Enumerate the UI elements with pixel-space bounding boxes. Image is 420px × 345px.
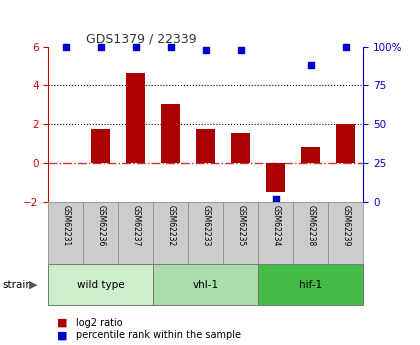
Bar: [223, 202, 258, 264]
Text: percentile rank within the sample: percentile rank within the sample: [76, 331, 241, 340]
Text: vhl-1: vhl-1: [193, 280, 219, 289]
Bar: [153, 202, 188, 264]
Text: ▶: ▶: [29, 280, 37, 289]
Text: log2 ratio: log2 ratio: [76, 318, 122, 327]
Point: [237, 47, 244, 52]
Text: GSM62239: GSM62239: [341, 205, 350, 246]
Bar: [48, 264, 153, 305]
Bar: [153, 264, 258, 305]
Bar: [48, 202, 83, 264]
Bar: [118, 202, 153, 264]
Text: GDS1379 / 22339: GDS1379 / 22339: [86, 32, 197, 46]
Bar: [196, 129, 215, 163]
Text: GSM62232: GSM62232: [166, 205, 175, 246]
Text: GSM62236: GSM62236: [96, 205, 105, 246]
Point: [97, 44, 104, 49]
Bar: [161, 104, 181, 163]
Text: GSM62233: GSM62233: [201, 205, 210, 246]
Bar: [258, 264, 363, 305]
Bar: [231, 133, 250, 163]
Point: [132, 44, 139, 49]
Text: strain: strain: [2, 280, 32, 289]
Text: GSM62234: GSM62234: [271, 205, 280, 246]
Bar: [336, 124, 355, 163]
Text: GSM62231: GSM62231: [61, 205, 70, 246]
Text: ■: ■: [57, 331, 67, 340]
Bar: [301, 147, 320, 163]
Point: [63, 44, 69, 49]
Bar: [293, 202, 328, 264]
Point: [307, 62, 314, 68]
Bar: [91, 129, 110, 163]
Point: [273, 196, 279, 201]
Text: wild type: wild type: [77, 280, 125, 289]
Bar: [83, 202, 118, 264]
Text: ■: ■: [57, 318, 67, 327]
Text: GSM62238: GSM62238: [306, 205, 315, 246]
Text: GSM62237: GSM62237: [131, 205, 140, 246]
Text: hif-1: hif-1: [299, 280, 323, 289]
Bar: [258, 202, 293, 264]
Bar: [266, 163, 286, 192]
Bar: [188, 202, 223, 264]
Text: GSM62235: GSM62235: [236, 205, 245, 246]
Bar: [328, 202, 363, 264]
Point: [202, 47, 209, 52]
Point: [168, 44, 174, 49]
Bar: [126, 73, 145, 163]
Point: [342, 44, 349, 49]
